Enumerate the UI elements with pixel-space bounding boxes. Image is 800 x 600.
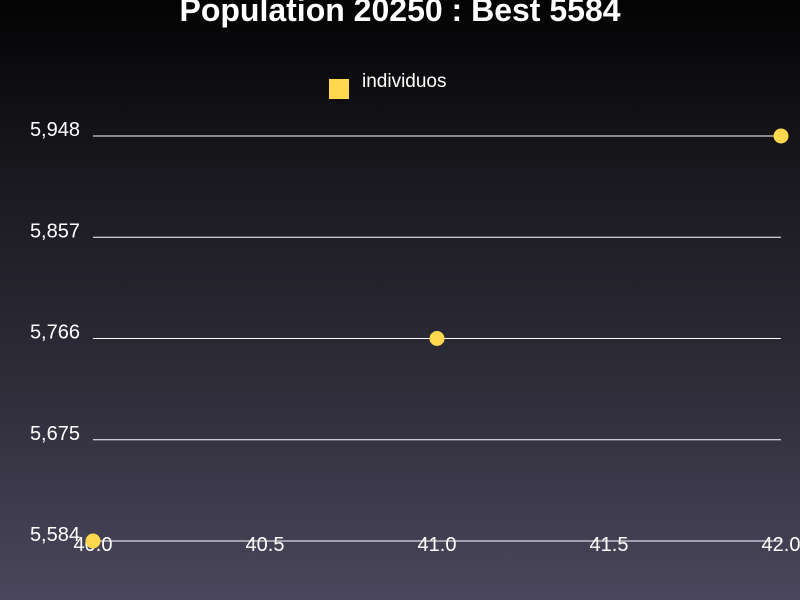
legend-label: individuos bbox=[362, 71, 447, 92]
y-tick-label: 5,584 bbox=[30, 524, 80, 546]
x-tick-label: 41.0 bbox=[418, 534, 457, 556]
y-axis: 5,948 5,857 5,766 5,675 5,584 bbox=[30, 119, 80, 546]
y-tick-label: 5,857 bbox=[30, 220, 80, 242]
series-points bbox=[85, 128, 789, 549]
x-tick-label: 41.5 bbox=[590, 534, 629, 556]
chart-title: Population 20250 : Best 5584 bbox=[179, 0, 621, 28]
x-axis: 40.040.541.041.542.0 bbox=[74, 534, 800, 556]
y-tick-label: 5,766 bbox=[30, 322, 80, 344]
legend: individuos bbox=[329, 72, 447, 100]
y-tick-label: 5,948 bbox=[30, 119, 80, 141]
x-tick-label: 42.0 bbox=[762, 534, 800, 556]
y-tick-label: 5,675 bbox=[30, 423, 80, 445]
data-point bbox=[429, 331, 445, 346]
x-tick-label: 40.5 bbox=[246, 534, 285, 556]
data-point bbox=[85, 533, 101, 549]
data-point bbox=[773, 128, 789, 144]
legend-swatch bbox=[329, 79, 349, 99]
